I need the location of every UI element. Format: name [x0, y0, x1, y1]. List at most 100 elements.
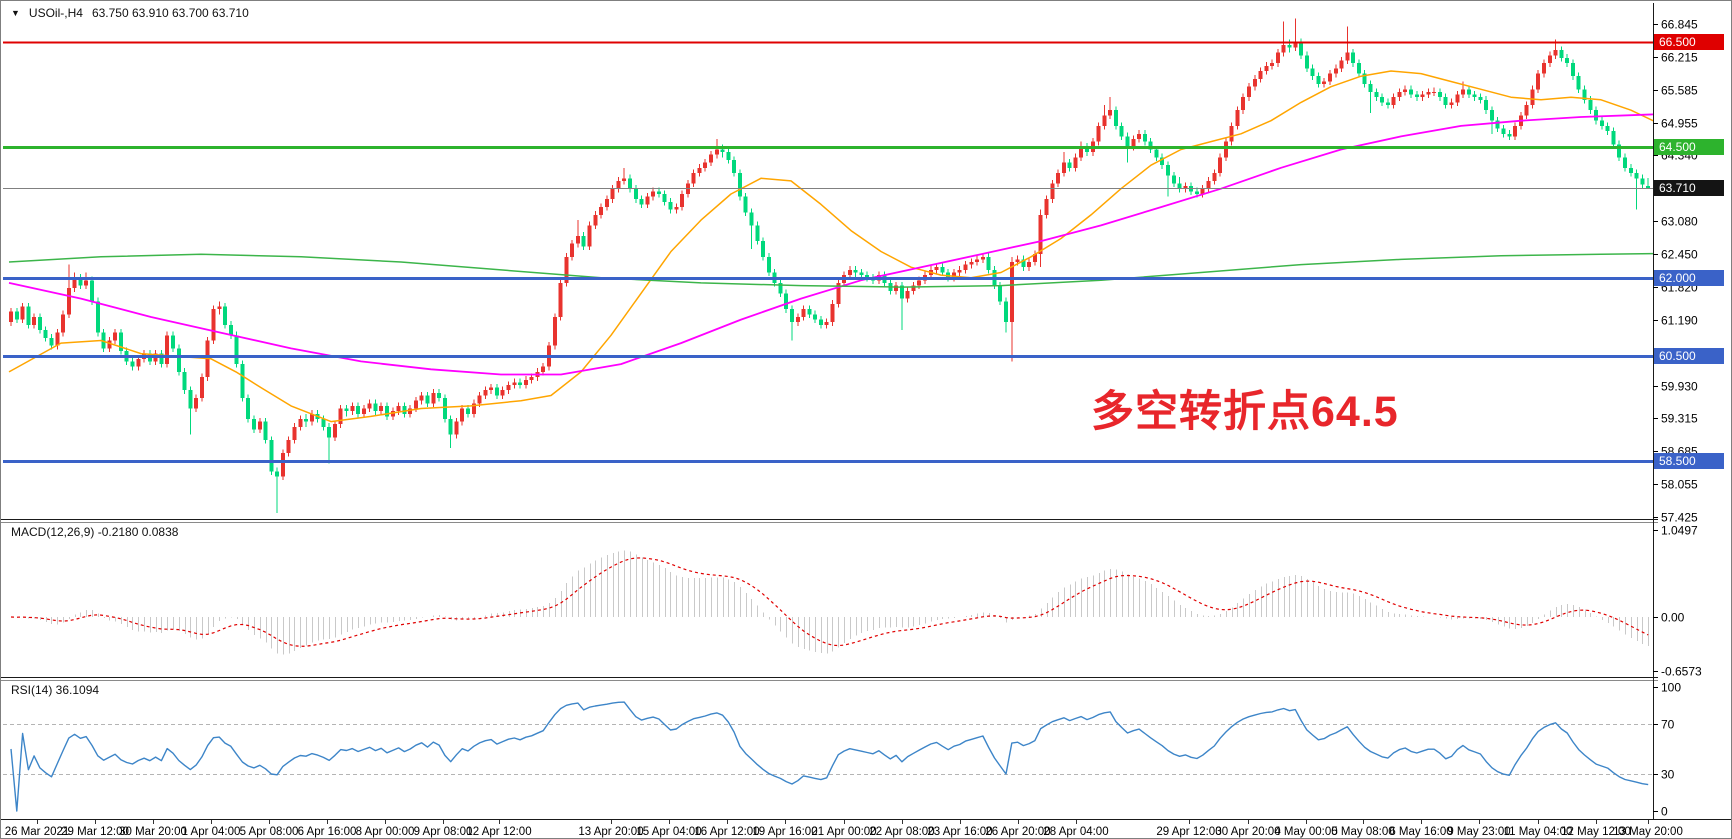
bear-candle-body [1287, 44, 1292, 48]
macd-panel[interactable] [10, 550, 1649, 655]
ma-mid-magenta[interactable] [8, 113, 1653, 376]
bear-candle-body [251, 419, 256, 430]
bear-candle-body [223, 306, 228, 325]
bear-candle-body [1565, 57, 1570, 64]
rsi-line [10, 701, 1649, 812]
bull-candle-body [1333, 68, 1338, 74]
bear-candle-body [1507, 133, 1512, 137]
price-axis-label: 59.930 [1661, 380, 1698, 394]
bull-candle-body [1536, 73, 1541, 90]
bull-candle-body [801, 309, 806, 317]
bull-candle-body [714, 149, 719, 155]
bear-candle-body [784, 293, 789, 310]
bear-candle-body [437, 392, 442, 399]
bull-candle-body [1270, 63, 1275, 66]
bull-candle-body [1235, 110, 1240, 126]
bull-candle-body [1027, 262, 1032, 268]
bull-candle-body [506, 384, 511, 391]
bear-candle-body [1067, 162, 1072, 168]
bear-candle-body [1125, 136, 1130, 147]
bear-candle-body [1478, 97, 1483, 100]
price-badge [1654, 139, 1724, 155]
bear-candle-body [581, 235, 586, 247]
bear-candle-body [662, 193, 667, 202]
bear-candle-body [518, 382, 523, 385]
bull-candle-body [980, 256, 985, 260]
price-axis-label: 66.845 [1661, 18, 1698, 32]
bull-candle-body [419, 395, 424, 401]
ma-slow-green[interactable] [8, 252, 1653, 288]
price-badge [1654, 270, 1724, 286]
price-axis-label: 57.425 [1661, 511, 1698, 525]
price-badge [1654, 348, 1724, 364]
bull-candle-body [309, 413, 314, 422]
bull-candle-body [552, 316, 557, 346]
bull-candle-body [1212, 173, 1217, 181]
time-axis-label: 5 May 08:00 [1331, 826, 1394, 838]
bear-candle-body [43, 330, 48, 338]
bear-candle-body [240, 364, 245, 399]
bear-candle-body [986, 256, 991, 270]
bear-candle-body [402, 405, 407, 414]
bear-candle-body [1142, 133, 1147, 142]
bear-candle-body [749, 212, 754, 226]
time-axis-label: 21 Apr 00:00 [811, 826, 876, 838]
bear-candle-body [188, 390, 193, 409]
bull-candle-body [934, 267, 939, 270]
bull-candle-body [1079, 146, 1084, 158]
bear-candle-body [1582, 89, 1587, 100]
bull-candle-body [622, 178, 627, 181]
bear-candle-body [263, 421, 268, 440]
bull-candle-body [1252, 78, 1257, 87]
bear-candle-body [998, 285, 1003, 302]
price-axis-label: 63.080 [1661, 215, 1698, 229]
bear-candle-body [1594, 110, 1599, 121]
bull-candle-body [408, 408, 413, 414]
bear-candle-body [1177, 183, 1182, 189]
bull-candle-body [1530, 89, 1535, 106]
bull-candle-body [280, 453, 285, 477]
macd-axis-label: -0.6573 [1661, 665, 1702, 679]
price-axis-label: 61.190 [1661, 314, 1698, 328]
bear-candle-body [940, 267, 945, 273]
price-axis[interactable]: 66.84566.21565.58564.95564.34063.08062.4… [1653, 18, 1724, 525]
bull-candle-body [390, 411, 395, 417]
bear-candle-body [853, 269, 858, 273]
bear-candle-body [95, 301, 100, 333]
bull-candle-body [616, 180, 621, 189]
bull-candle-body [1397, 91, 1402, 98]
bear-candle-body [1356, 63, 1361, 74]
chart-title: ▼ USOil-,H4 63.750 63.910 63.700 63.710 [11, 6, 249, 20]
rsi-panel[interactable] [3, 701, 1653, 812]
bear-candle-body [304, 419, 309, 422]
bear-candle-body [385, 405, 390, 417]
bear-candle-body [228, 324, 233, 336]
bear-candle-body [1299, 42, 1304, 56]
rsi-axis-label: 100 [1661, 681, 1681, 695]
bear-candle-body [737, 173, 742, 197]
bear-candle-body [755, 225, 760, 242]
time-axis-label: 22 Apr 08:00 [869, 826, 934, 838]
bear-candle-body [1472, 94, 1477, 98]
bull-candle-body [298, 419, 303, 427]
bear-candle-body [356, 405, 361, 414]
bear-candle-body [14, 311, 19, 320]
bull-candle-body [454, 421, 459, 435]
price-badge-label: 63.710 [1659, 181, 1696, 195]
bull-candle-body [194, 398, 199, 409]
bear-candle-body [1599, 120, 1604, 126]
bear-candle-body [442, 398, 447, 419]
bear-candle-body [1154, 149, 1159, 158]
bull-candle-body [471, 403, 476, 414]
bull-candle-body [431, 392, 436, 404]
ma-fast-orange[interactable] [8, 70, 1653, 423]
collapse-quickbar-icon[interactable]: ▼ [11, 7, 20, 18]
bull-candle-body [512, 382, 517, 385]
bear-candle-body [1484, 99, 1489, 111]
bull-candle-body [84, 280, 89, 286]
bull-candle-body [975, 259, 980, 263]
bear-candle-body [234, 335, 239, 365]
bear-candle-body [37, 316, 42, 331]
